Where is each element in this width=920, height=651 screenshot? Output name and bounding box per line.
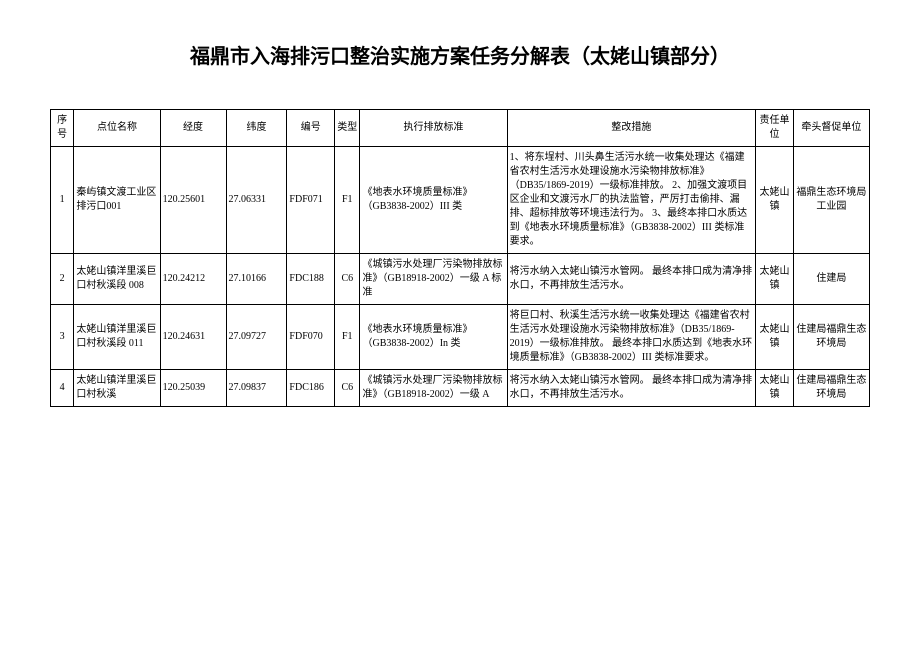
col-seq: 序号 xyxy=(51,110,74,147)
cell-lat: 27.09727 xyxy=(226,305,287,370)
cell-seq: 4 xyxy=(51,370,74,407)
cell-type: F1 xyxy=(335,305,360,370)
col-unit: 责任单位 xyxy=(756,110,794,147)
cell-std: 《城镇污水处理厂污染物排放标准》（GB18918-2002）一级 A 标准 xyxy=(360,254,507,305)
col-type: 类型 xyxy=(335,110,360,147)
cell-unit: 太姥山镇 xyxy=(756,254,794,305)
cell-name: 太姥山镇洋里溪巨口村秋溪段 008 xyxy=(74,254,160,305)
cell-type: C6 xyxy=(335,254,360,305)
table-row: 3 太姥山镇洋里溪巨口村秋溪段 011 120.24631 27.09727 F… xyxy=(51,305,870,370)
cell-lon: 120.24212 xyxy=(160,254,226,305)
cell-unit: 太姥山镇 xyxy=(756,305,794,370)
cell-code: FDF071 xyxy=(287,147,335,254)
cell-lat: 27.06331 xyxy=(226,147,287,254)
table-body: 1 秦屿镇文渡工业区排污口001 120.25601 27.06331 FDF0… xyxy=(51,147,870,407)
cell-lon: 120.25601 xyxy=(160,147,226,254)
cell-lon: 120.25039 xyxy=(160,370,226,407)
cell-unit: 太姥山镇 xyxy=(756,147,794,254)
table-row: 1 秦屿镇文渡工业区排污口001 120.25601 27.06331 FDF0… xyxy=(51,147,870,254)
cell-lat: 27.09837 xyxy=(226,370,287,407)
cell-sup: 住建局福鼎生态环境局 xyxy=(793,370,869,407)
cell-name: 太姥山镇洋里溪巨口村秋溪 xyxy=(74,370,160,407)
table-header-row: 序号 点位名称 经度 纬度 编号 类型 执行排放标准 整改措施 责任单位 牵头督… xyxy=(51,110,870,147)
cell-seq: 1 xyxy=(51,147,74,254)
cell-seq: 3 xyxy=(51,305,74,370)
cell-std: 《城镇污水处理厂污染物排放标准》（GB18918-2002）一级 A xyxy=(360,370,507,407)
col-act: 整改措施 xyxy=(507,110,756,147)
col-lat: 纬度 xyxy=(226,110,287,147)
cell-lon: 120.24631 xyxy=(160,305,226,370)
table-row: 2 太姥山镇洋里溪巨口村秋溪段 008 120.24212 27.10166 F… xyxy=(51,254,870,305)
cell-sup: 住建局 xyxy=(793,254,869,305)
cell-act: 将污水纳入太姥山镇污水管网。 最终本排口成为清净排水口，不再排放生活污水。 xyxy=(507,254,756,305)
cell-name: 太姥山镇洋里溪巨口村秋溪段 011 xyxy=(74,305,160,370)
cell-type: C6 xyxy=(335,370,360,407)
col-code: 编号 xyxy=(287,110,335,147)
cell-seq: 2 xyxy=(51,254,74,305)
cell-code: FDC188 xyxy=(287,254,335,305)
col-lon: 经度 xyxy=(160,110,226,147)
table-row: 4 太姥山镇洋里溪巨口村秋溪 120.25039 27.09837 FDC186… xyxy=(51,370,870,407)
cell-act: 将污水纳入太姥山镇污水管网。 最终本排口成为清净排水口，不再排放生活污水。 xyxy=(507,370,756,407)
cell-unit: 太姥山镇 xyxy=(756,370,794,407)
cell-std: 《地表水环境质量标准》（GB3838-2002）III 类 xyxy=(360,147,507,254)
cell-std: 《地表水环境质量标准》（GB3838-2002）In 类 xyxy=(360,305,507,370)
cell-code: FDC186 xyxy=(287,370,335,407)
task-table: 序号 点位名称 经度 纬度 编号 类型 执行排放标准 整改措施 责任单位 牵头督… xyxy=(50,109,870,407)
col-sup: 牵头督促单位 xyxy=(793,110,869,147)
cell-type: F1 xyxy=(335,147,360,254)
cell-act: 1、将东埕村、川头鼻生活污水统一收集处理达《福建省农村生活污水处理设施水污染物排… xyxy=(507,147,756,254)
cell-sup: 福鼎生态环境局工业园 xyxy=(793,147,869,254)
cell-name: 秦屿镇文渡工业区排污口001 xyxy=(74,147,160,254)
page-title: 福鼎市入海排污口整治实施方案任务分解表（太姥山镇部分） xyxy=(50,40,870,69)
cell-act: 将巨口村、秋溪生活污水统一收集处理达《福建省农村生活污水处理设施水污染物排放标准… xyxy=(507,305,756,370)
col-name: 点位名称 xyxy=(74,110,160,147)
cell-lat: 27.10166 xyxy=(226,254,287,305)
cell-sup: 住建局福鼎生态环境局 xyxy=(793,305,869,370)
col-std: 执行排放标准 xyxy=(360,110,507,147)
cell-code: FDF070 xyxy=(287,305,335,370)
